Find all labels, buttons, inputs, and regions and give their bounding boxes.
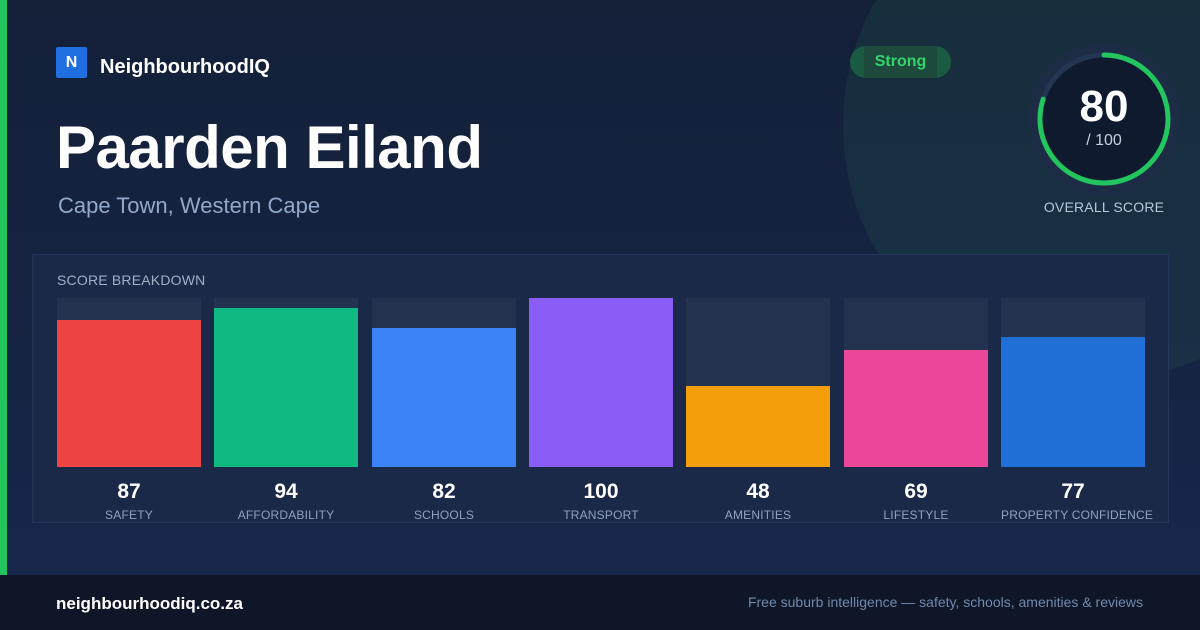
bar-value: 48 (746, 480, 770, 503)
score-bar-schools: 82 SCHOOLS (372, 298, 516, 522)
bar-fill (57, 320, 201, 467)
score-bar-safety: 87 SAFETY (57, 298, 201, 522)
bar-track (844, 298, 988, 467)
score-breakdown-panel: SCORE BREAKDOWN 87 SAFETY 94 AFFORDABILITY 8… (32, 254, 1169, 523)
bar-label: AFFORDABILITY (237, 508, 335, 522)
bar-track (372, 298, 516, 467)
bar-fill (529, 298, 673, 467)
bar-label: SCHOOLS (413, 508, 475, 522)
overall-score-ring (1028, 43, 1180, 195)
bar-label: SAFETY (105, 508, 153, 522)
score-bar-lifestyle: 69 LIFESTYLE (844, 298, 988, 522)
bar-fill (844, 350, 988, 467)
bar-track (529, 298, 673, 467)
bar-fill (1001, 337, 1145, 467)
share-card: N NeighbourhoodIQ Strong Paarden Eiland … (0, 0, 1200, 575)
bar-value: 87 (117, 480, 141, 503)
score-bar-property-confidence: 77 PROPERTY CONFIDENCE (1001, 298, 1154, 522)
score-bar-transport: 100 TRANSPORT (529, 298, 673, 522)
accent-strip (0, 0, 7, 575)
bar-value: 77 (1061, 480, 1085, 503)
footer: neighbourhoodiq.co.za Free suburb intell… (0, 575, 1200, 630)
bar-fill (214, 308, 358, 467)
score-bar-amenities: 48 AMENITIES (686, 298, 830, 522)
bar-label: PROPERTY CONFIDENCE (1001, 508, 1154, 522)
score-ring-progress (1037, 52, 1171, 186)
bar-fill (372, 328, 516, 467)
bar-track (686, 298, 830, 467)
overall-score-caption: OVERALL SCORE (1043, 199, 1165, 215)
bar-track (57, 298, 201, 467)
overall-score-max: / 100 (1086, 132, 1122, 149)
brand[interactable]: N NeighbourhoodIQ (56, 46, 270, 79)
rating-badge-label: Strong (874, 53, 927, 70)
footer-tagline: Free suburb intelligence — safety, schoo… (747, 594, 1143, 610)
brand-logo-icon: N (56, 47, 87, 78)
brand-name: NeighbourhoodIQ (100, 56, 270, 78)
overall-score-value: 80 (1079, 82, 1129, 131)
bar-label: AMENITIES (724, 508, 792, 522)
bar-track (1001, 298, 1145, 467)
bar-value: 100 (583, 480, 619, 503)
score-ring-inner (1040, 55, 1168, 183)
rating-badge: Strong (850, 46, 951, 78)
score-bar-affordability: 94 AFFORDABILITY (214, 298, 358, 522)
bar-value: 69 (904, 480, 928, 503)
bar-label: TRANSPORT (563, 508, 639, 522)
bar-value: 94 (274, 480, 298, 503)
bar-value: 82 (432, 480, 456, 503)
suburb-location: Cape Town, Western Cape (58, 193, 321, 218)
score-breakdown-title: SCORE BREAKDOWN (57, 272, 206, 288)
bar-fill (686, 386, 830, 467)
bar-track (214, 298, 358, 467)
suburb-title: Paarden Eiland (56, 114, 483, 181)
bar-label: LIFESTYLE (883, 508, 949, 522)
footer-url[interactable]: neighbourhoodiq.co.za (56, 594, 243, 613)
